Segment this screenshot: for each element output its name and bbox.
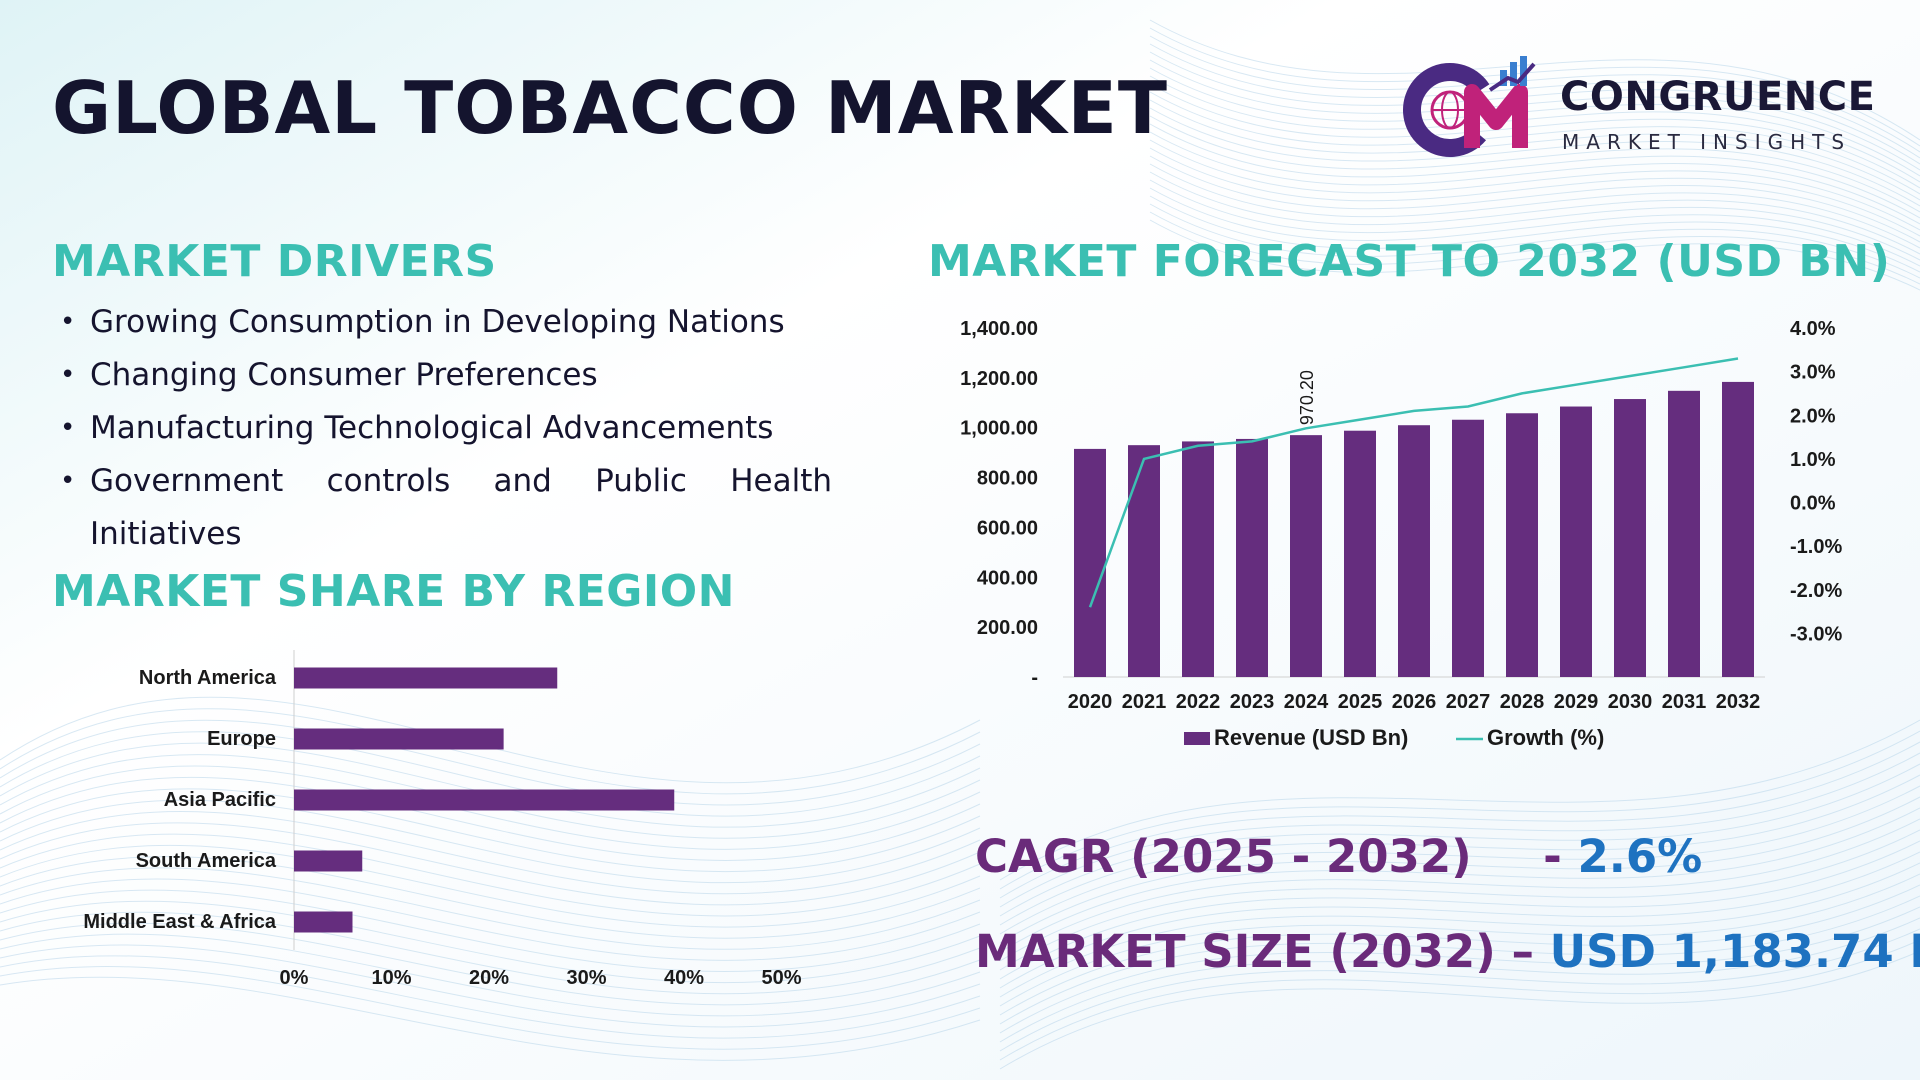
market-size-label: MARKET SIZE (2032) xyxy=(975,925,1496,978)
region-category-label: South America xyxy=(136,850,277,872)
revenue-bar xyxy=(1236,438,1268,677)
drivers-heading: MARKET DRIVERS xyxy=(52,236,497,287)
revenue-bar xyxy=(1560,406,1592,677)
revenue-bar xyxy=(1074,448,1106,677)
region-heading: MARKET SHARE BY REGION xyxy=(52,566,735,617)
region-bar xyxy=(294,728,504,750)
region-bar xyxy=(294,850,363,872)
region-share-chart: North America Europe Asia Pacific South Ame… xyxy=(83,650,802,989)
cagr-separator: - xyxy=(1543,830,1562,883)
right-axis-tick: 3.0% xyxy=(1790,362,1836,384)
driver-item: Government controls and Public Health In… xyxy=(56,455,832,561)
forecast-heading: MARKET FORECAST TO 2032 (USD BN) xyxy=(928,236,1891,287)
right-axis-tick: -1.0% xyxy=(1790,536,1842,558)
cagr-value: 2.6% xyxy=(1577,830,1703,883)
year-tick: 2032 xyxy=(1716,691,1761,713)
region-x-tick: 50% xyxy=(761,967,801,989)
page-title: GLOBAL TOBACCO MARKET xyxy=(52,66,1168,150)
year-tick: 2029 xyxy=(1554,691,1599,713)
revenue-bar xyxy=(1344,430,1376,677)
data-label: 970.20 xyxy=(1297,370,1317,425)
year-tick: 2025 xyxy=(1338,691,1383,713)
revenue-bar xyxy=(1182,441,1214,677)
region-category-label: North America xyxy=(139,667,277,689)
year-tick: 2026 xyxy=(1392,691,1437,713)
right-axis-tick: 1.0% xyxy=(1790,449,1836,471)
year-tick: 2030 xyxy=(1608,691,1653,713)
region-x-tick: 20% xyxy=(469,967,509,989)
right-axis-tick: 0.0% xyxy=(1790,493,1836,515)
left-axis-tick: 800.00 xyxy=(977,468,1038,490)
year-tick: 2020 xyxy=(1068,691,1113,713)
year-tick: 2027 xyxy=(1446,691,1491,713)
market-size-separator: – xyxy=(1511,925,1534,978)
region-category-label: Europe xyxy=(207,728,276,750)
right-axis-tick: 4.0% xyxy=(1790,318,1836,340)
left-axis-tick: 1,000.00 xyxy=(960,418,1038,440)
left-axis-tick: 600.00 xyxy=(977,517,1038,539)
legend-revenue-label: Revenue (USD Bn) xyxy=(1214,725,1408,750)
region-x-tick: 10% xyxy=(371,967,411,989)
region-x-tick: 40% xyxy=(664,967,704,989)
region-x-tick: 30% xyxy=(566,967,606,989)
revenue-bar xyxy=(1128,445,1160,677)
logo-name: CONGRUENCE xyxy=(1560,74,1876,120)
revenue-bar xyxy=(1722,381,1754,677)
logo-subtitle: MARKET INSIGHTS xyxy=(1562,130,1852,154)
right-axis-tick: -2.0% xyxy=(1790,580,1842,602)
right-axis-tick: -3.0% xyxy=(1790,623,1842,645)
forecast-chart: - 200.00 400.00 600.00 800.00 1,000.00 1,200.0… xyxy=(960,318,1842,750)
market-size-value: USD 1,183.74 BN xyxy=(1549,925,1920,978)
year-tick: 2023 xyxy=(1230,691,1275,713)
revenue-bar xyxy=(1614,399,1646,677)
driver-item: Changing Consumer Preferences xyxy=(56,349,832,402)
cagr-label: CAGR (2025 - 2032) xyxy=(975,830,1472,883)
logo-mark-icon xyxy=(1403,56,1536,157)
region-category-label: Asia Pacific xyxy=(164,789,276,811)
driver-item: Manufacturing Technological Advancements xyxy=(56,402,832,455)
cagr-stat: CAGR (2025 - 2032) - 2.6% xyxy=(975,830,1702,883)
region-bar xyxy=(294,789,675,811)
left-axis-tick: 1,400.00 xyxy=(960,318,1038,340)
year-tick: 2022 xyxy=(1176,691,1221,713)
driver-item: Growing Consumption in Developing Nation… xyxy=(56,296,832,349)
drivers-list: Growing Consumption in Developing Nation… xyxy=(56,296,832,561)
legend-revenue-swatch xyxy=(1184,732,1210,745)
year-tick: 2028 xyxy=(1500,691,1545,713)
year-tick: 2031 xyxy=(1662,691,1707,713)
region-x-tick: 0% xyxy=(280,967,309,989)
year-tick: 2024 xyxy=(1284,691,1329,713)
region-bar xyxy=(294,667,558,689)
revenue-bar xyxy=(1452,419,1484,677)
right-axis-tick: 2.0% xyxy=(1790,405,1836,427)
revenue-bar xyxy=(1398,425,1430,677)
revenue-bar xyxy=(1290,435,1322,677)
left-axis-tick: 400.00 xyxy=(977,567,1038,589)
brand-logo: CONGRUENCE MARKET INSIGHTS xyxy=(1400,52,1875,162)
wave-line xyxy=(1149,155,1920,243)
region-category-label: Middle East & Africa xyxy=(83,911,277,933)
revenue-bar xyxy=(1668,390,1700,677)
legend-growth-label: Growth (%) xyxy=(1487,725,1604,750)
left-axis-tick: - xyxy=(1031,667,1038,689)
left-axis-tick: 200.00 xyxy=(977,617,1038,639)
revenue-bar xyxy=(1506,413,1538,677)
left-axis-tick: 1,200.00 xyxy=(960,368,1038,390)
region-bar xyxy=(294,911,353,933)
year-tick: 2021 xyxy=(1122,691,1167,713)
market-size-stat: MARKET SIZE (2032) – USD 1,183.74 BN xyxy=(975,925,1920,978)
